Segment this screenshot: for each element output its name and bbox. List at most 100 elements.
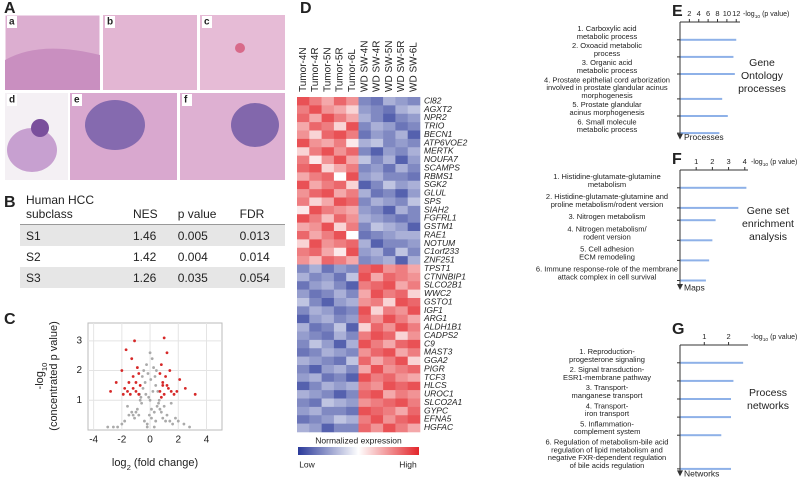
data-point (134, 389, 138, 393)
heatmap-cell (383, 415, 396, 424)
heatmap-cell (370, 189, 384, 198)
heatmap-cell (297, 390, 310, 399)
heatmap-cell (358, 331, 372, 341)
axis-label: Maps (684, 282, 705, 292)
heatmap-cell (383, 205, 396, 215)
data-point (133, 339, 136, 343)
data-point (145, 425, 149, 429)
column-label: WD SW-5R (396, 41, 407, 92)
heatmap-cell (370, 298, 384, 307)
heatmap-cell (370, 256, 384, 265)
column-label: WD SW-4R (372, 41, 383, 92)
heatmap-cell (346, 406, 359, 416)
heatmap-cell (383, 373, 396, 383)
row-label: FGFRL1 (424, 213, 457, 223)
y-axis-label-line2: (concentrated p value) (48, 321, 60, 430)
heatmap-cell (395, 239, 408, 249)
x-axis-label-rest: (fold change) (131, 457, 198, 469)
heatmap-cell (309, 406, 322, 416)
heatmap-cell (358, 214, 372, 223)
heatmap-cell (407, 331, 421, 341)
heatmap-cell (309, 381, 322, 391)
heatmap-cell (309, 105, 322, 115)
heatmap-cell (383, 323, 396, 332)
heatmap-cell (358, 272, 372, 282)
heatmap-cell (370, 314, 384, 324)
data-point (168, 419, 172, 423)
heatmap-cell (395, 381, 408, 391)
heatmap-cell (309, 365, 322, 374)
category-line: process (594, 49, 621, 58)
axis-arrow (677, 133, 683, 140)
bar (680, 55, 734, 58)
heatmap-cell (346, 155, 359, 165)
category-line: regulation of lipid metabolism and (551, 445, 663, 454)
data-point (193, 392, 197, 396)
heatmap-cell (333, 247, 347, 257)
heatmap-cell (395, 122, 408, 131)
heatmap-cell (358, 172, 372, 182)
heatmap-cell (309, 289, 322, 299)
heatmap-cell (383, 331, 396, 341)
heatmap-cell (309, 256, 322, 265)
data-point (161, 381, 165, 384)
category-line: 4. Transport- (586, 401, 629, 410)
heatmap-cell (370, 390, 384, 399)
heatmap-cell (358, 381, 372, 391)
heatmap-cell (358, 189, 372, 198)
heatmap-cell (383, 314, 396, 324)
heatmap-cell (358, 323, 372, 332)
data-point (152, 366, 155, 369)
data-point (164, 375, 167, 378)
heatmap-cell (407, 306, 421, 316)
heatmap-cell (321, 406, 335, 416)
heatmap-cell (370, 180, 384, 190)
category-line: 5. Cell adhesion (580, 245, 634, 254)
category-line: of bile acids regulation (570, 461, 645, 470)
table-cell: 0.005 (171, 224, 234, 246)
heatmap-cell (333, 381, 347, 391)
heatmap-cell (346, 164, 359, 173)
heatmap-cell (346, 214, 359, 223)
heatmap-cell (321, 197, 335, 207)
data-point (151, 389, 155, 393)
heatmap-cell (358, 306, 372, 316)
data-point (146, 372, 150, 375)
data-point (131, 413, 135, 417)
row-label: C9 (424, 338, 435, 348)
heatmap-cell (370, 197, 384, 207)
data-point (131, 386, 135, 390)
heatmap-cell (309, 398, 322, 408)
data-point (171, 422, 175, 426)
heatmap-cell (309, 373, 322, 383)
heatmap-cell (321, 147, 335, 156)
data-point (111, 425, 115, 429)
x-tick-label: 2 (710, 157, 714, 166)
heatmap-cell (309, 164, 322, 173)
data-point (155, 369, 158, 372)
category-label: 6. Immune response-role of the membrane a… (536, 265, 678, 282)
x-axis-title: -log10 (p value) (751, 159, 797, 168)
side-label: Gene (749, 57, 775, 69)
heatmap-cell (358, 256, 372, 265)
heatmap-cell (346, 239, 359, 249)
data-point (154, 384, 158, 387)
category-label: 3. Organic acid metabolic process (577, 58, 638, 75)
heatmap-cell (383, 239, 396, 249)
x-axis-title-main: -log (751, 159, 763, 166)
heatmap-cell (370, 323, 384, 332)
image-label: b (107, 17, 113, 28)
heatmap-cell (370, 222, 384, 232)
heatmap-cell (346, 189, 359, 198)
y-tick-label: 1 (76, 395, 82, 406)
heatmap-cell (309, 122, 322, 131)
side-label: processes (738, 83, 786, 95)
data-point (120, 369, 124, 372)
table-cell: 0.054 (233, 267, 285, 288)
row-label: TPST1 (424, 263, 451, 273)
column-label: Tumor-4R (310, 47, 321, 92)
heatmap-cell (321, 415, 335, 424)
heatmap-cell (333, 205, 347, 215)
heatmap-cell (297, 289, 310, 299)
heatmap-cell (297, 365, 310, 374)
